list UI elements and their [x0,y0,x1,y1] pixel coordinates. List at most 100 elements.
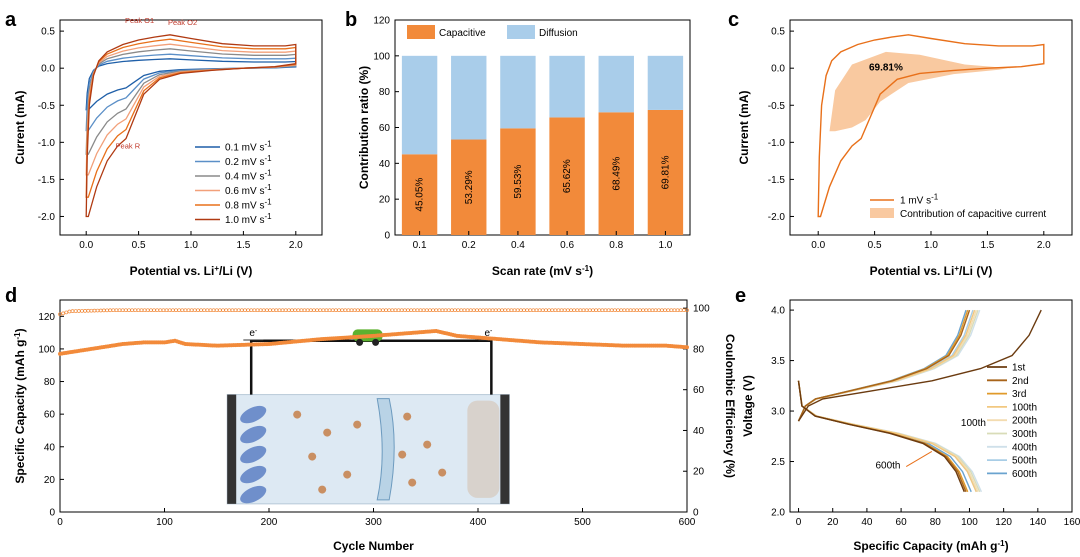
panel-c-ytick-label: -2.0 [768,212,786,223]
panel-d-efficiency-point [61,311,65,316]
panel-d-efficiency-point [145,308,150,313]
panel-d-inset-electron-main: e [249,328,255,339]
panel-d-efficiency-point [443,308,448,313]
panel-e-legend-label: 500th [1012,456,1037,467]
panel-d-right-ytick-label: 60 [693,385,705,396]
panel-e-legend-label: 100th [1012,402,1037,413]
panel-e-legend-label: 400th [1012,442,1037,453]
panel-d-letter: d [5,285,17,307]
panel-a: a 0.0 0.5 1.0 1.5 2.0 -2.0 -1.5 -1.0 -0.5 0.0 0.5 Pe… [5,9,323,279]
panel-a-peak-o2: Peak O2 [168,18,197,27]
panel-d-efficiency-point [628,308,633,313]
panel-c: c 0.0 0.5 1.0 1.5 2.0 -2.0 -1.5 -1.0 -0.5 0.0 0.5 69… [728,9,1073,278]
panel-d-efficiency-point [139,308,144,313]
panel-a-xlabel: Potential vs. Li+/Li (V) [130,264,253,279]
panel-d-efficiency-point [540,308,545,313]
panel-e-xtick-label: 20 [827,517,839,528]
panel-c-xtick-label: 2.0 [1037,240,1051,251]
panel-d-efficiency-point [214,308,219,313]
panel-d-efficiency-point [471,308,476,313]
panel-d-efficiency-point [650,308,655,313]
panel-d-efficiency-point [334,308,338,313]
panel-d-efficiency-point [587,308,592,313]
panel-d-efficiency-point [468,308,473,313]
panel-d-efficiency-point [409,308,413,313]
panel-a-legend-label-sup: -1 [264,154,272,163]
panel-d-efficiency-point [509,308,514,313]
panel-a-legend-label-main: 0.6 mV s [225,186,264,197]
panel-d-efficiency-point [371,308,376,313]
panel-a-ytick-label: 0.0 [41,64,55,75]
panel-d-inset-electron-label: e- [484,327,493,339]
panel-a-legend-label-main: 0.8 mV s [225,201,264,212]
panel-d-ytick-label: 40 [44,442,56,453]
panel-d-efficiency-point [327,308,332,313]
panel-d-efficiency-point [227,308,232,313]
panel-d-efficiency-point [462,308,467,313]
panel-d-efficiency-point [450,308,454,313]
panel-d-efficiency-point [308,308,313,313]
panel-d-efficiency-point [641,308,645,313]
panel-d-inset-anode-plate [227,394,237,504]
panel-d-efficiency-point [58,312,62,317]
panel-d-efficiency-point [537,308,542,313]
panel-d-efficiency-point [544,308,548,313]
panel-d-efficiency-point [330,308,335,313]
panel-d-efficiency-point [290,308,294,313]
panel-d-efficiency-point [396,308,401,313]
panel-e-xtick-label: 0 [796,517,802,528]
panel-d-efficiency-point [349,308,354,313]
panel-e-annotation-arrow [905,450,933,468]
panel-d-efficiency-point [534,308,539,313]
panel-e-frame [789,299,1073,513]
panel-b-ytick-label: 40 [379,159,391,170]
panel-d-efficiency-point [675,308,680,313]
panel-d-efficiency-point [362,308,366,313]
panel-e-charge-curve [797,309,976,422]
panel-d-efficiency-point [616,308,620,313]
panel-c-percent-annotation: 69.81% [869,62,903,73]
panel-d-efficiency-point [669,308,674,313]
panel-a-legend-label-sup: -1 [264,183,272,192]
panel-d-inset-electron-sup: - [490,327,493,334]
panel-d-efficiency-point [136,308,141,313]
panel-d-efficiency-point [406,308,410,313]
panel-b-data-label: 68.49% [611,157,622,191]
panel-d-efficiency-point [205,308,210,313]
panel-d-efficiency-point [246,308,250,313]
panel-d-efficiency-point [597,308,602,313]
panel-d-inset-anode-particle [240,405,267,424]
panel-d-efficiency-point [171,308,175,313]
panel-d-inset-anode-particle [240,485,267,504]
panel-d-efficiency-point [315,308,319,313]
panel-d-efficiency-point [299,308,304,313]
panel-d-efficiency-point [302,308,307,313]
panel-a-legend-label-main: 0.1 mV s [225,143,264,154]
panel-a-peak-r: Peak R [116,141,141,150]
panel-a-xtick-label: 0.0 [79,240,93,251]
panel-d-efficiency-point [86,308,91,313]
panel-a-cv-curve [85,34,297,218]
panel-c-xtick-label: 1.5 [980,240,994,251]
panel-a-legend-label-sup: -1 [264,212,272,221]
panel-d-inset-ion [403,412,412,421]
panel-a-legend-label-sup: -1 [264,197,272,206]
panel-d-efficiency-point [177,308,181,313]
panel-d-efficiency-point [631,308,636,313]
panel-d-inset-separator [376,398,395,501]
panel-d-efficiency-point [221,308,225,313]
panel-d-efficiency-point [218,308,222,313]
panel-d-efficiency-point [271,308,276,313]
panel-d-efficiency-point [111,308,116,313]
panel-d-efficiency-point [92,308,97,313]
panel-c-letter: c [728,9,739,31]
panel-d: d0 100 200 300 400 500 60002040608010012002040… [5,285,737,553]
panel-d-efficiency-point [569,308,573,313]
panel-c-ytick-label: -0.5 [768,101,786,112]
panel-d-efficiency-point [321,308,326,313]
panel-d-inset-electron-main: e [484,328,490,339]
panel-d-ytick-label: 80 [44,377,56,388]
panel-a-xtick-label: 1.0 [184,240,198,251]
panel-d-efficiency-point [603,308,608,313]
panel-b-ytick-label: 60 [379,123,391,134]
